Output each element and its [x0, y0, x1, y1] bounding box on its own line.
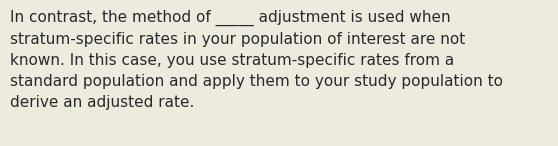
Text: In contrast, the method of _____ adjustment is used when
stratum-specific rates : In contrast, the method of _____ adjustm…	[10, 10, 503, 110]
